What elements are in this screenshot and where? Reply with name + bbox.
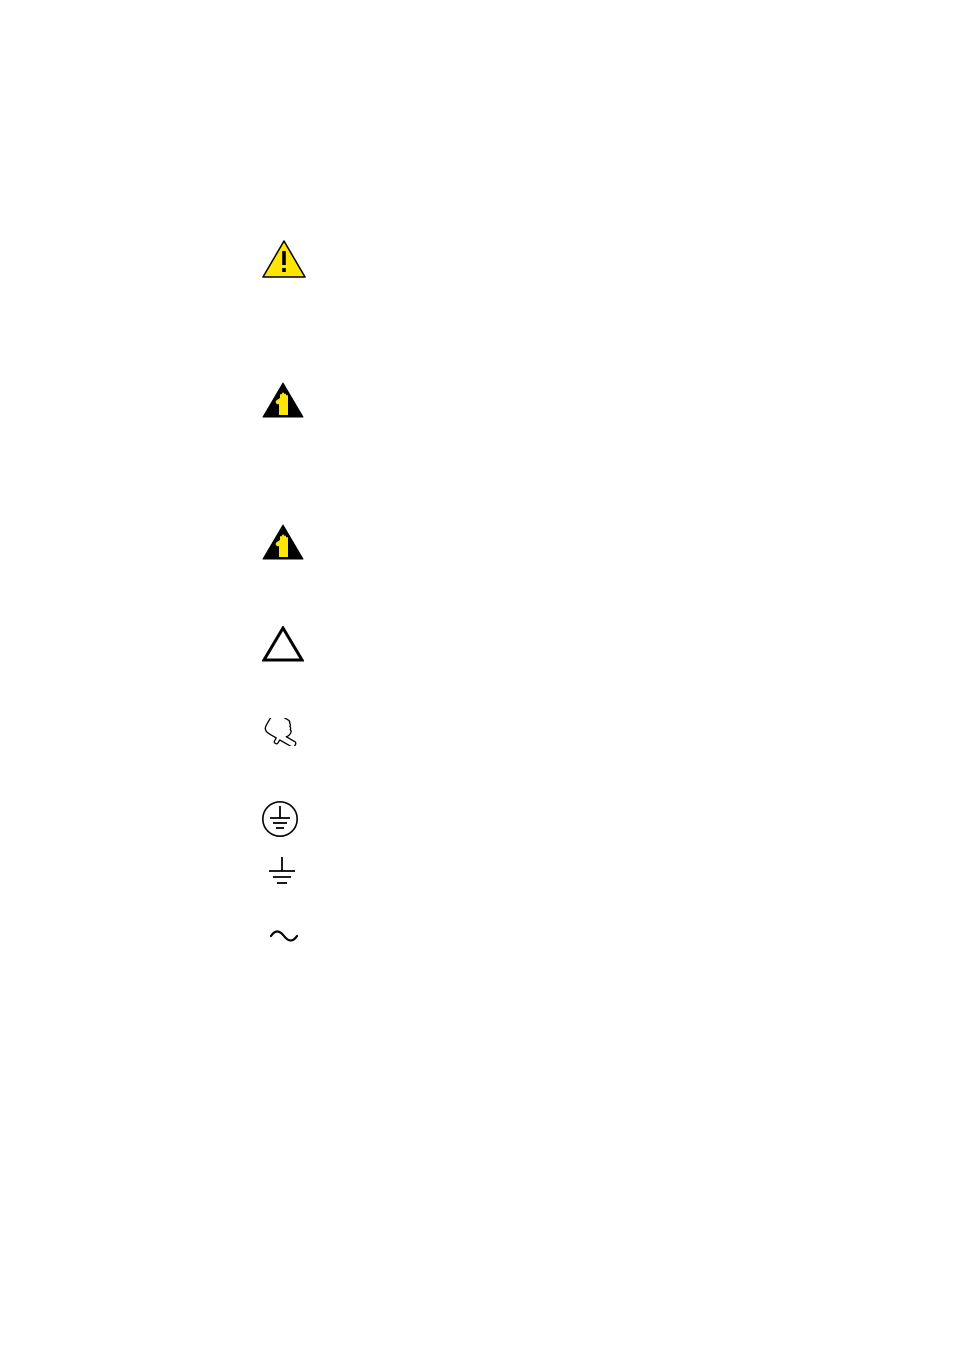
protective-earth-icon xyxy=(261,800,299,838)
warning-hand-triangle-icon-2 xyxy=(262,524,304,560)
page xyxy=(0,0,954,1351)
earth-ground-icon xyxy=(268,857,296,887)
caution-triangle-outline-icon xyxy=(262,626,304,662)
warning-hand-triangle-icon xyxy=(262,382,304,418)
ac-sine-icon xyxy=(270,930,298,942)
caution-triangle-icon xyxy=(262,240,306,278)
pointing-hand-icon xyxy=(262,718,302,746)
